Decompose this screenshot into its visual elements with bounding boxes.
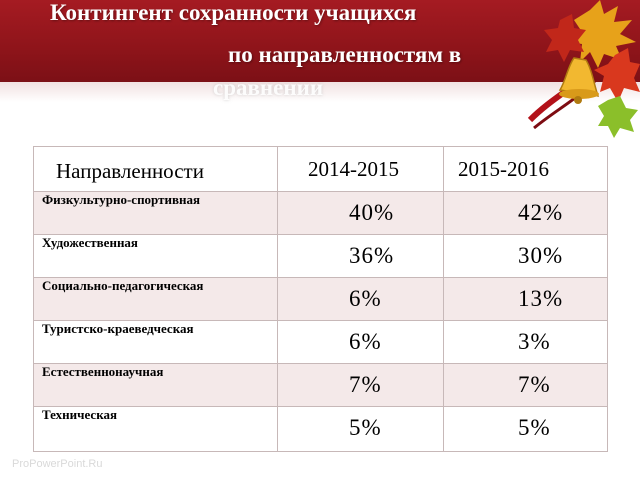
value-2014-cell: 5% xyxy=(277,406,444,452)
value-2015-cell: 42% xyxy=(443,191,608,235)
slide-title-line-2: по направленностям в xyxy=(228,42,462,67)
value-2014-cell: 36% xyxy=(277,234,444,278)
slide-title-line-3: сравнении xyxy=(213,75,324,100)
table-row: Естественнонаучная 7% 7% xyxy=(33,363,608,407)
row-label: Социально-педагогическая xyxy=(42,278,204,293)
row-label-cell: Физкультурно-спортивная xyxy=(33,191,278,235)
table-row: Техническая 5% 5% xyxy=(33,406,608,452)
table-row: Туристско-краеведческая 6% 3% xyxy=(33,320,608,364)
value-2015: 13% xyxy=(518,286,564,311)
value-2015-cell: 5% xyxy=(443,406,608,452)
title-band-fade xyxy=(0,82,640,102)
value-2015-cell: 3% xyxy=(443,320,608,364)
value-2015: 5% xyxy=(518,415,551,440)
value-2014: 5% xyxy=(349,415,382,440)
table-row: Художественная 36% 30% xyxy=(33,234,608,278)
value-2014: 6% xyxy=(349,329,382,354)
slide-title-line-1: Контингент сохранности учащихся xyxy=(50,0,417,25)
header-2014-2015-label: 2014-2015 xyxy=(308,157,399,181)
value-2015-cell: 13% xyxy=(443,277,608,321)
value-2014: 40% xyxy=(349,200,395,225)
value-2014: 7% xyxy=(349,372,382,397)
value-2015-cell: 7% xyxy=(443,363,608,407)
table-row: Физкультурно-спортивная 40% 42% xyxy=(33,191,608,235)
value-2015: 7% xyxy=(518,372,551,397)
row-label: Естественнонаучная xyxy=(42,364,164,379)
header-directions-label: Направленности xyxy=(56,159,204,183)
header-2015-2016-label: 2015-2016 xyxy=(458,157,549,181)
value-2014-cell: 6% xyxy=(277,277,444,321)
row-label-cell: Художественная xyxy=(33,234,278,278)
value-2015: 42% xyxy=(518,200,564,225)
table-header-row: Направленности 2014-2015 2015-2016 xyxy=(33,146,608,192)
comparison-table: Направленности 2014-2015 2015-2016 Физку… xyxy=(33,146,608,452)
title-band xyxy=(0,0,640,82)
row-label-cell: Социально-педагогическая xyxy=(33,277,278,321)
value-2015: 3% xyxy=(518,329,551,354)
value-2014-cell: 7% xyxy=(277,363,444,407)
row-label: Художественная xyxy=(42,235,138,250)
value-2014: 36% xyxy=(349,243,395,268)
row-label-cell: Техническая xyxy=(33,406,278,452)
header-2015-2016: 2015-2016 xyxy=(443,146,608,192)
value-2014: 6% xyxy=(349,286,382,311)
table-row: Социально-педагогическая 6% 13% xyxy=(33,277,608,321)
row-label: Туристско-краеведческая xyxy=(42,321,194,336)
value-2014-cell: 40% xyxy=(277,191,444,235)
value-2015-cell: 30% xyxy=(443,234,608,278)
row-label: Техническая xyxy=(42,407,118,422)
row-label-cell: Туристско-краеведческая xyxy=(33,320,278,364)
value-2014-cell: 6% xyxy=(277,320,444,364)
autumn-leaves-bell-icon xyxy=(527,0,640,138)
row-label-cell: Естественнонаучная xyxy=(33,363,278,407)
row-label: Физкультурно-спортивная xyxy=(42,192,201,207)
watermark: ProPowerPoint.Ru xyxy=(12,458,103,470)
header-2014-2015: 2014-2015 xyxy=(277,146,444,192)
value-2015: 30% xyxy=(518,243,564,268)
header-directions: Направленности xyxy=(33,146,278,192)
